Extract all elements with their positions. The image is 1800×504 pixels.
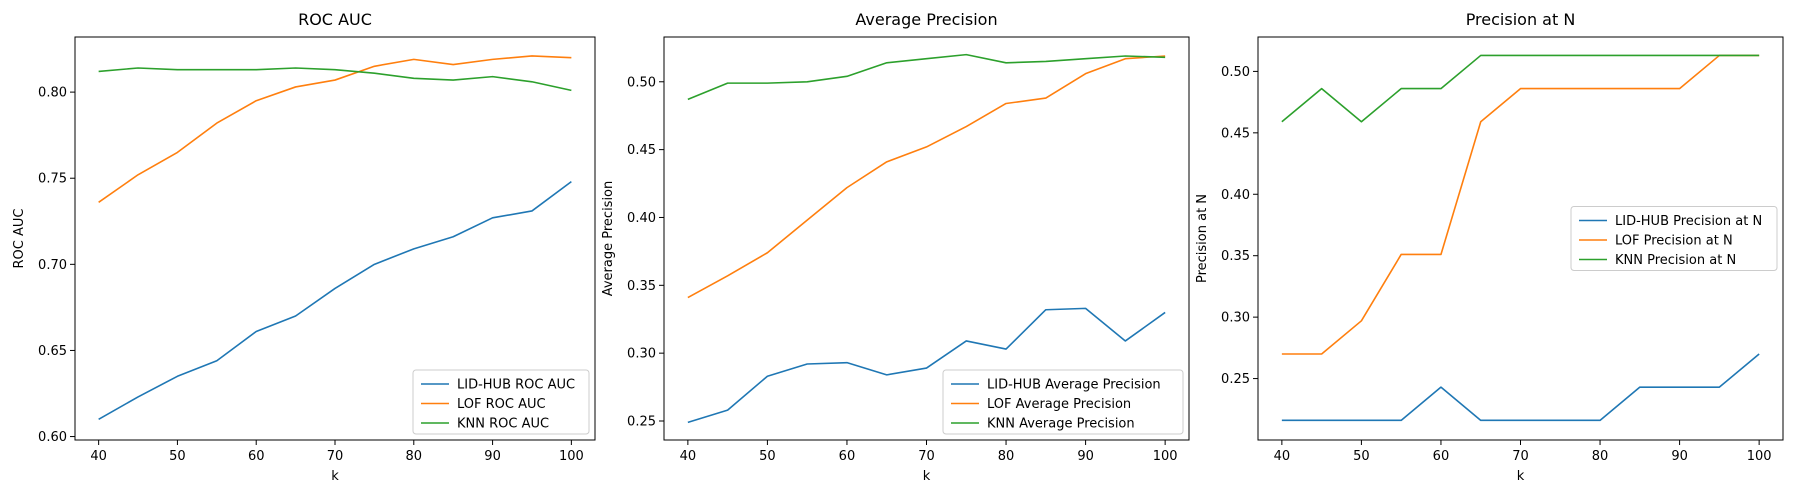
x-tick-label: 50 — [759, 449, 776, 464]
legend-entry: KNN Average Precision — [987, 417, 1135, 432]
legend-entry: LOF ROC AUC — [457, 397, 546, 412]
series-line-3 — [98, 67, 572, 92]
x-tick-label: 100 — [1747, 449, 1772, 464]
x-tick-label: 50 — [169, 449, 186, 464]
y-tick-label: 0.40 — [1221, 188, 1250, 203]
x-tick-label: 40 — [680, 449, 697, 464]
legend-entry: LOF Average Precision — [987, 397, 1131, 412]
x-tick-label: 60 — [1433, 449, 1450, 464]
x-tick-label: 40 — [1274, 449, 1291, 464]
x-axis-label: k — [331, 469, 339, 484]
y-tick-label: 0.60 — [38, 430, 67, 445]
x-tick-label: 90 — [484, 449, 501, 464]
legend-entry: KNN Precision at N — [1615, 253, 1736, 268]
legend: LID-HUB ROC AUC LOF ROC AUC KNN ROC AUC — [412, 369, 590, 435]
series-line-3 — [687, 53, 1166, 101]
x-tick-label: 60 — [839, 449, 856, 464]
legend-entry: LOF Precision at N — [1615, 234, 1733, 249]
series-line-2 — [687, 55, 1166, 299]
legend: LID-HUB Precision at N LOF Precision at N… — [1570, 206, 1778, 271]
y-axis-label: ROC AUC — [12, 209, 27, 269]
y-tick-label: 0.80 — [38, 86, 67, 101]
series-line-1 — [1281, 353, 1760, 422]
y-tick-label: 0.65 — [38, 344, 67, 359]
x-tick-label: 70 — [327, 449, 344, 464]
y-tick-label: 0.35 — [1221, 249, 1250, 264]
y-tick-label: 0.25 — [627, 415, 656, 430]
legend-entry: LID-HUB Average Precision — [987, 378, 1161, 393]
x-tick-label: 70 — [918, 449, 935, 464]
y-tick-label: 0.75 — [38, 172, 67, 187]
x-tick-label: 70 — [1512, 449, 1529, 464]
chart-title: Precision at N — [1466, 10, 1576, 29]
series-line-1 — [98, 181, 572, 421]
series-line-2 — [1281, 54, 1760, 355]
legend: LID-HUB Average Precision LOF Average Pre… — [942, 369, 1184, 435]
chart-panel-3: Precision at N 40 50 60 70 80 90 100 0.25 0.30 0.3… — [1195, 10, 1784, 484]
x-tick-label: 60 — [248, 449, 265, 464]
y-tick-label: 0.45 — [627, 143, 656, 158]
chart-panel-2: Average Precision 40 50 60 70 80 90 100 0.25 0.30… — [601, 10, 1190, 484]
chart-title: Average Precision — [855, 10, 997, 29]
x-tick-label: 80 — [1592, 449, 1609, 464]
x-tick-label: 100 — [1153, 449, 1178, 464]
series-line-2 — [98, 55, 572, 203]
y-tick-label: 0.50 — [1221, 65, 1250, 80]
legend-entry: KNN ROC AUC — [457, 417, 549, 432]
chart-title: ROC AUC — [298, 10, 372, 29]
legend-box — [412, 369, 590, 435]
y-tick-label: 0.50 — [627, 75, 656, 90]
y-tick-label: 0.30 — [627, 347, 656, 362]
x-tick-label: 80 — [998, 449, 1015, 464]
series-line-3 — [1281, 54, 1760, 123]
legend-entry: LID-HUB ROC AUC — [457, 378, 575, 393]
y-tick-label: 0.70 — [38, 258, 67, 273]
x-tick-label: 90 — [1671, 449, 1688, 464]
y-axis-label: Precision at N — [1195, 194, 1210, 283]
y-axis-label: Average Precision — [601, 181, 616, 297]
x-axis-label: k — [1517, 469, 1525, 484]
x-tick-label: 100 — [559, 449, 584, 464]
legend-box — [1570, 206, 1778, 271]
y-tick-label: 0.40 — [627, 211, 656, 226]
y-tick-label: 0.30 — [1221, 311, 1250, 326]
x-tick-label: 80 — [406, 449, 423, 464]
x-tick-label: 40 — [90, 449, 107, 464]
y-tick-label: 0.35 — [627, 279, 656, 294]
series-line-1 — [687, 307, 1166, 424]
x-tick-label: 50 — [1353, 449, 1370, 464]
x-axis-label: k — [923, 469, 931, 484]
chart-panel-1: ROC AUC 40 50 60 70 80 90 100 0.60 0.65 0.70 0.75 0.… — [12, 10, 596, 484]
legend-box — [942, 369, 1184, 435]
legend-entry: LID-HUB Precision at N — [1615, 214, 1762, 229]
y-tick-label: 0.45 — [1221, 126, 1250, 141]
x-tick-label: 90 — [1077, 449, 1094, 464]
y-tick-label: 0.25 — [1221, 372, 1250, 387]
